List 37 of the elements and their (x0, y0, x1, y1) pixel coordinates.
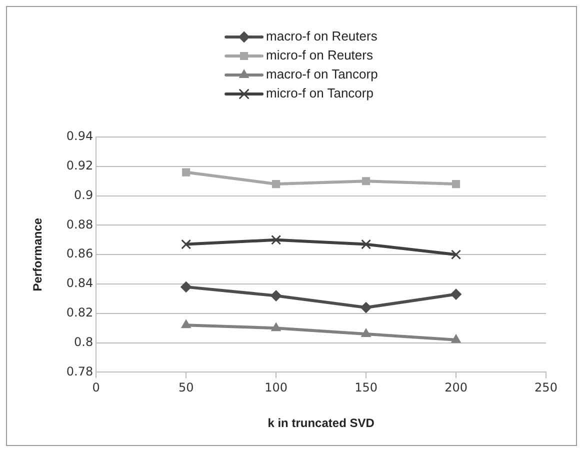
y-tick-label: 0.9 (74, 188, 94, 202)
point (360, 302, 372, 314)
legend-label: macro-f on Tancorp (266, 66, 378, 82)
legend-label: micro-f on Tancorp (266, 86, 374, 101)
point (182, 168, 190, 176)
y-tick-label: 0.92 (66, 158, 94, 173)
y-tick-label: 0.86 (66, 246, 94, 261)
point (452, 180, 460, 188)
point (181, 239, 192, 250)
y-axis-title: Performance (30, 218, 45, 292)
point (271, 322, 281, 332)
point (362, 177, 370, 186)
point (271, 234, 282, 245)
y-tick-label: 0.94 (66, 129, 94, 144)
point (451, 334, 461, 343)
point (181, 320, 191, 328)
point (180, 281, 192, 292)
point (272, 180, 280, 188)
y-tick-label: 0.78 (66, 364, 94, 378)
y-tick-label: 0.84 (66, 276, 94, 290)
x-tick-label: 100 (264, 380, 288, 395)
x-tick-label: 250 (534, 380, 558, 395)
x-tick-label: 150 (354, 380, 378, 395)
point (270, 290, 282, 302)
x-axis-title: k in truncated SVD (268, 416, 375, 430)
point (361, 239, 372, 250)
legend-label: micro-f on Reuters (266, 48, 374, 63)
point (451, 250, 462, 260)
x-tick-label: 0 (92, 380, 100, 395)
y-tick-label: 0.8 (74, 334, 94, 349)
point (361, 328, 371, 337)
y-tick-label: 0.82 (66, 306, 94, 320)
x-tick-label: 50 (178, 380, 194, 395)
y-tick-label: 0.88 (66, 217, 94, 232)
point (450, 288, 462, 300)
x-tick-label: 200 (444, 380, 468, 395)
legend-label: macro-f on Reuters (266, 28, 378, 44)
